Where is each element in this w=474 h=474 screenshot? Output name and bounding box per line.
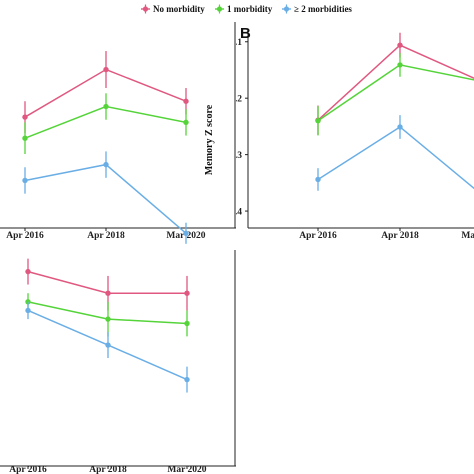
- data-point: [22, 177, 28, 184]
- series-3: [22, 151, 189, 244]
- x-tick-label: Apr 2018: [89, 465, 127, 474]
- legend-item: ≥ 2 morbidities: [282, 4, 352, 14]
- data-point: [183, 230, 189, 236]
- x-tick-label: Apr 2016: [299, 231, 337, 241]
- data-point: [397, 62, 403, 68]
- series-1: [22, 51, 189, 133]
- data-point: [184, 320, 190, 327]
- x-tick-label: Mar 2020: [461, 231, 474, 241]
- data-point: [315, 118, 321, 124]
- data-point: [22, 135, 28, 141]
- series-2: [22, 93, 189, 155]
- series-line: [317, 44, 474, 121]
- data-point: [103, 103, 109, 110]
- legend-marker: [283, 6, 290, 12]
- data-point: [105, 342, 111, 348]
- legend-marker: [142, 6, 149, 12]
- data-point: [103, 161, 109, 168]
- x-tick-label: Apr 2018: [381, 231, 419, 241]
- y-axis-title: Memory Z score: [204, 104, 215, 175]
- data-point: [25, 299, 31, 305]
- legend-label: ≥ 2 morbidities: [294, 4, 352, 14]
- legend-item: No morbidity: [141, 4, 205, 14]
- x-tick-label: Apr 2018: [87, 231, 125, 241]
- data-point: [105, 316, 111, 322]
- series-1: [315, 32, 474, 135]
- series-line: [317, 64, 474, 122]
- panel-c: Apr 2016 Apr 2018 Mar 2020: [0, 250, 236, 474]
- y-tick-label: -0.4: [227, 207, 242, 217]
- y-tick-label: -0.1: [227, 38, 242, 48]
- data-point: [397, 42, 403, 48]
- panel-a: Apr 2016 Apr 2018 Mar 2020: [0, 22, 236, 244]
- legend-marker: [216, 6, 223, 12]
- legend: No morbidity 1 morbidity ≥ 2 morbidities: [141, 4, 352, 14]
- data-point: [105, 290, 111, 296]
- x-tick-label: Mar 2020: [167, 465, 206, 474]
- y-tick-label: -0.2: [227, 94, 242, 104]
- series-3: [25, 301, 190, 393]
- legend-label: 1 morbidity: [227, 4, 273, 14]
- panel-label: B: [240, 25, 251, 42]
- y-tick-label: -0.3: [227, 151, 242, 161]
- x-tick-label: Apr 2016: [9, 465, 47, 474]
- data-point: [22, 114, 28, 120]
- data-point: [183, 98, 189, 104]
- data-point: [103, 66, 109, 73]
- x-tick-label: Apr 2016: [6, 231, 44, 241]
- series-2: [315, 53, 474, 136]
- data-point: [184, 376, 190, 383]
- legend-item: 1 morbidity: [215, 4, 273, 14]
- data-point: [184, 290, 190, 296]
- data-point: [25, 268, 31, 275]
- series-3: [315, 115, 474, 191]
- data-point: [315, 176, 321, 183]
- data-point: [183, 119, 189, 126]
- legend-label: No morbidity: [153, 4, 205, 14]
- panel-b: Apr 2016 Apr 2018 Mar 2020 -0.1 -0.2 -0.3 -0.4: [227, 30, 474, 241]
- data-point: [397, 124, 403, 130]
- series-line: [317, 126, 474, 190]
- data-point: [25, 307, 31, 314]
